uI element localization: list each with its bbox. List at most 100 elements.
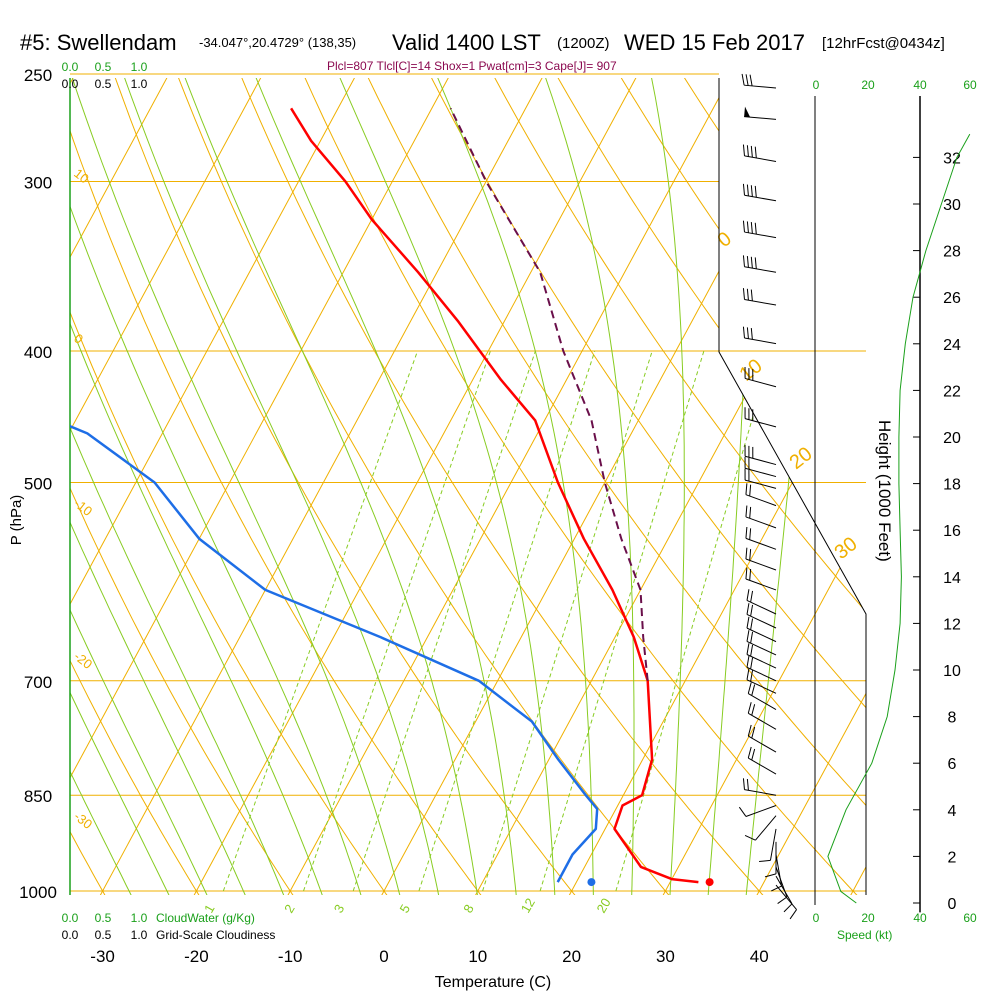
mixing-ratio-label: 5 <box>397 902 414 916</box>
wind-barb-feather <box>751 726 756 739</box>
mixing-ratio-line <box>539 350 705 892</box>
wind-barb-feather <box>747 724 752 737</box>
wind-barb <box>747 746 777 775</box>
dry-adiabat <box>416 78 866 895</box>
wind-barb-feather <box>747 746 752 759</box>
mixing-ratio-line <box>418 350 596 892</box>
surface-temperature-point <box>705 878 714 887</box>
wind-barb <box>745 567 777 591</box>
wind-barb-shaft <box>744 377 777 388</box>
wind-barb-shaft <box>746 600 777 615</box>
wind-barb-feather <box>745 567 748 580</box>
pressure-tick-label: 500 <box>24 475 52 494</box>
wind-barb-shaft <box>744 298 777 306</box>
wind-barb-shaft <box>744 455 777 466</box>
moist-adiabats <box>70 78 824 895</box>
temperature-line <box>290 107 699 884</box>
wind-barb <box>746 643 777 669</box>
moist-adiabat <box>70 78 144 895</box>
wind-barb-feather <box>750 631 754 644</box>
mixing-ratio-line <box>303 350 491 892</box>
wind-barb <box>742 220 777 239</box>
isotherm-line <box>70 78 277 895</box>
moist-adiabat <box>70 78 219 895</box>
height-tick-label: 18 <box>943 477 961 494</box>
mixing-ratio-line <box>352 350 536 892</box>
wind-barb-feather <box>746 603 750 615</box>
wind-barb-feather <box>745 547 748 560</box>
pressure-tick-label: 850 <box>24 787 52 806</box>
moist-adiabat <box>174 78 482 895</box>
moist-adiabat <box>70 78 257 895</box>
wind-barb-shaft <box>745 516 777 529</box>
isotherm-line <box>70 78 371 895</box>
dry-adiabat <box>354 78 866 895</box>
cloudiness-tick-top: 0.0 <box>62 77 79 91</box>
wind-barb-feather <box>750 618 754 630</box>
wind-barb-feather <box>750 644 754 657</box>
parcel-parameters: Plcl=807 Tlcl[C]=14 Shox=1 Pwat[cm]=3 Ca… <box>327 59 617 73</box>
moist-adiabat <box>743 78 824 895</box>
cloudiness-tick-bottom: 0.5 <box>95 928 112 942</box>
height-tick-label: 30 <box>943 197 961 214</box>
wind-barb <box>746 655 777 682</box>
wind-barb-feather <box>746 778 749 791</box>
isotherm-line <box>461 78 866 895</box>
height-tick-label: 8 <box>948 710 957 727</box>
wind-barb-shaft <box>748 712 777 730</box>
pressure-tick-label: 1000 <box>19 883 57 902</box>
wind-barb-feather <box>745 526 748 539</box>
moist-adiabat <box>645 78 685 895</box>
pressure-tick-label: 250 <box>24 66 52 85</box>
wind-barb-feather <box>754 185 757 198</box>
wind-barb-feather <box>749 506 752 519</box>
wind-barb <box>745 505 777 529</box>
pressure-tick-label: 300 <box>24 173 52 192</box>
wind-barb <box>745 483 777 507</box>
wind-barb-shaft <box>745 805 777 817</box>
wind-barb-feather <box>742 326 745 339</box>
wind-barb-shaft <box>746 654 777 669</box>
wind-barb-feather <box>754 257 757 269</box>
cloudwater-tick-bottom: 1.0 <box>131 911 148 925</box>
height-tick-label: 26 <box>943 290 961 307</box>
moist-adiabat <box>70 78 182 895</box>
wind-barb-feather <box>749 528 752 540</box>
wind-barb <box>742 778 777 796</box>
wind-speed-profile <box>827 133 971 904</box>
wind-barb <box>745 526 777 550</box>
wind-barb-feather <box>738 806 747 817</box>
height-tick-label: 32 <box>943 150 961 167</box>
height-tick-label: 16 <box>943 523 961 540</box>
mixing-ratio-line <box>615 350 773 892</box>
mixing-ratio-label: 20 <box>594 895 614 915</box>
cloudiness-label: Grid-Scale Cloudiness <box>156 928 275 942</box>
moist-adiabat <box>705 78 748 895</box>
cloudiness-tick-bottom: 1.0 <box>131 928 148 942</box>
station-title: #5: Swellendam <box>20 30 177 55</box>
wind-barb <box>744 444 777 466</box>
wind-barb-feather <box>746 256 749 268</box>
moist-adiabat <box>70 78 369 895</box>
wind-barb-shaft <box>746 666 777 682</box>
wind-barb-shaft <box>744 194 777 202</box>
wind-barb-feather <box>746 630 750 642</box>
height-tick-label: 4 <box>948 803 957 820</box>
moist-adiabat <box>114 78 444 895</box>
wind-barb <box>746 589 777 615</box>
cloudwater-tick-bottom: 0.0 <box>62 911 79 925</box>
x-tick-label: 30 <box>656 947 675 966</box>
parcel-line <box>449 107 649 681</box>
surface-dewpoint-point <box>587 878 596 887</box>
wind-barb-shaft <box>748 693 777 710</box>
isotherm-line <box>86 78 558 895</box>
isotherm-line <box>274 78 746 895</box>
dry-adiabat <box>604 78 866 895</box>
height-tick-label: 10 <box>943 663 961 680</box>
wind-barb-feather <box>742 255 745 267</box>
x-tick-label: -20 <box>184 947 209 966</box>
wind-barb <box>771 854 783 892</box>
mixing-ratio-label: 3 <box>331 902 348 916</box>
wind-barb-feather <box>749 74 753 86</box>
